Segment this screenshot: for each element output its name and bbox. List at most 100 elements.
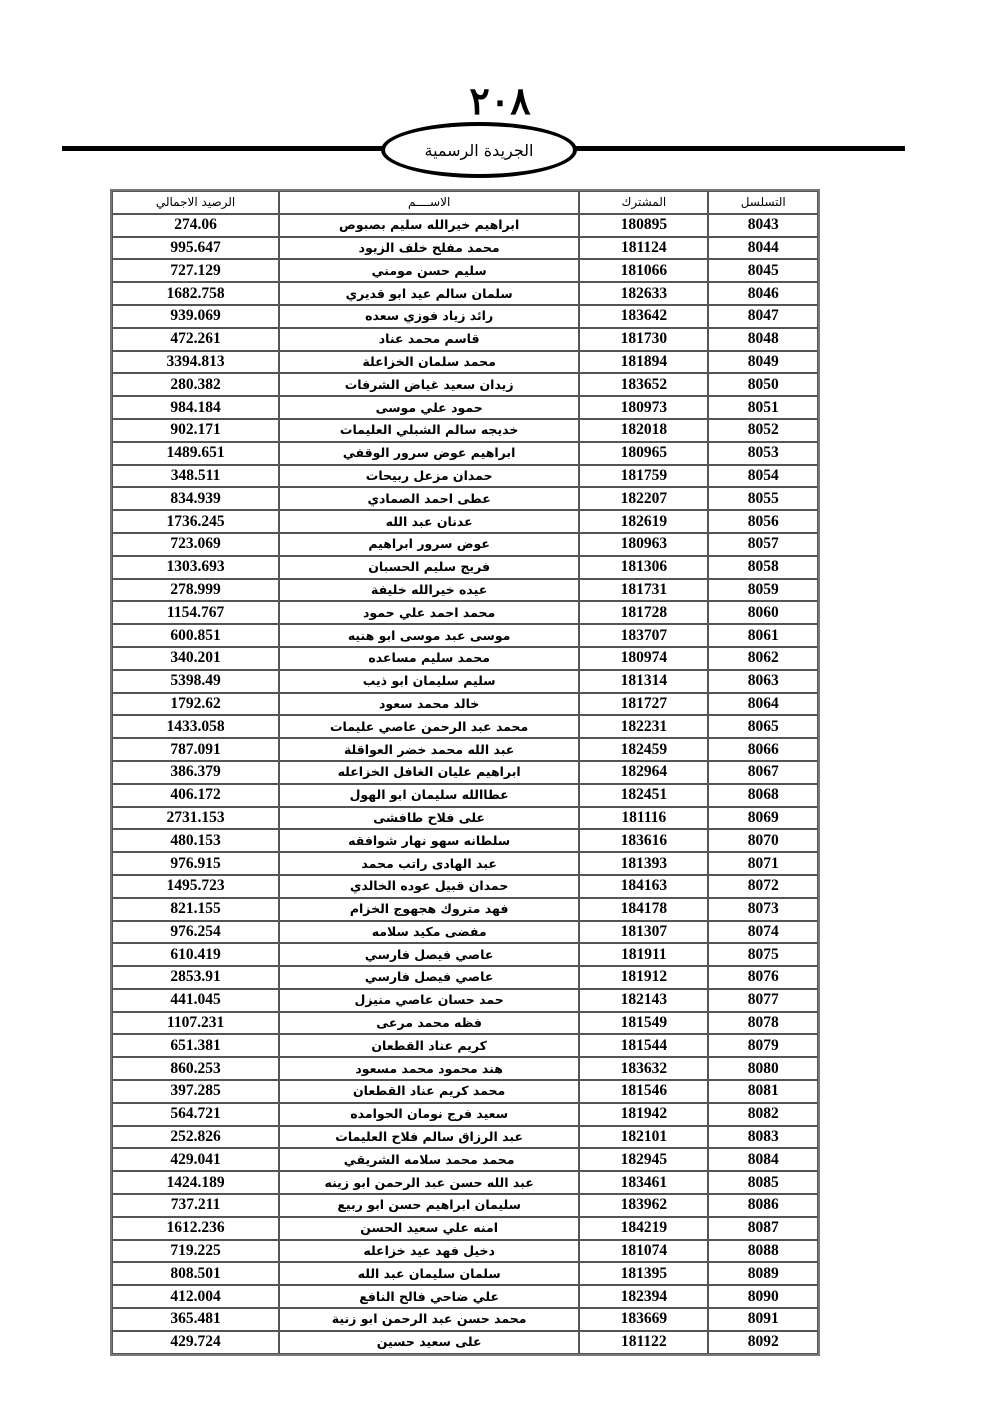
cell-balance: 976.254 bbox=[112, 920, 280, 944]
cell-name: امنه علي سعيد الحسن bbox=[279, 1216, 580, 1240]
table-row: 939.069 رائد زياد فوزي سعده 183642 8047 bbox=[112, 304, 818, 328]
cell-name: سلمان سليمان عبد الله bbox=[279, 1262, 580, 1286]
cell-balance: 274.06 bbox=[112, 213, 280, 237]
cell-balance: 1495.723 bbox=[112, 874, 280, 898]
cell-name: محمد احمد علي حمود bbox=[279, 601, 580, 625]
cell-subscriber: 183669 bbox=[579, 1308, 709, 1331]
cell-subscriber: 181307 bbox=[579, 920, 709, 944]
cell-name: عاصي فيصل فارسي bbox=[279, 966, 580, 989]
cell-balance: 429.041 bbox=[112, 1148, 280, 1172]
cell-serial: 8049 bbox=[708, 350, 818, 374]
table-row: 472.261 قاسم محمد عناد 181730 8048 bbox=[112, 327, 818, 351]
cell-serial: 8081 bbox=[708, 1080, 818, 1103]
cell-subscriber: 181894 bbox=[579, 350, 709, 374]
cell-serial: 8067 bbox=[708, 760, 818, 784]
cell-name: على سعيد حسين bbox=[279, 1330, 580, 1354]
header-rule-right bbox=[572, 146, 905, 151]
cell-subscriber: 181544 bbox=[579, 1034, 709, 1058]
cell-balance: 902.171 bbox=[112, 418, 280, 442]
cell-serial: 8092 bbox=[708, 1330, 818, 1354]
cell-balance: 564.721 bbox=[112, 1102, 280, 1126]
table-row: 1489.651 ابراهيم عوض سرور الوقفي 180965 805… bbox=[112, 441, 818, 465]
cell-name: محمد حسن عبد الرحمن ابو زنية bbox=[279, 1308, 580, 1331]
cell-balance: 719.225 bbox=[112, 1239, 280, 1263]
cell-serial: 8043 bbox=[708, 213, 818, 237]
table-row: 2853.91 عاصي فيصل فارسي 181912 8076 bbox=[112, 966, 818, 989]
cell-serial: 8075 bbox=[708, 943, 818, 967]
cell-subscriber: 182633 bbox=[579, 282, 709, 305]
cell-serial: 8082 bbox=[708, 1102, 818, 1126]
cell-subscriber: 181549 bbox=[579, 1011, 709, 1035]
table-row: 480.153 سلطانه سهو نهار شوافقه 183616 8070 bbox=[112, 829, 818, 853]
table-row: 278.999 عيده خيرالله خليفة 181731 8059 bbox=[112, 578, 818, 602]
cell-name: محمد مفلح خلف الزيود bbox=[279, 236, 580, 260]
table-row: 984.184 حمود علي موسى 180973 8051 bbox=[112, 396, 818, 419]
header-rule-left bbox=[62, 146, 387, 151]
cell-name: حمدان قبيل عوده الخالدي bbox=[279, 874, 580, 898]
table-row: 1682.758 سلمان سالم عيد ابو قديري 182633 80… bbox=[112, 282, 818, 305]
cell-name: فظه محمد مرعى bbox=[279, 1011, 580, 1035]
cell-serial: 8051 bbox=[708, 396, 818, 419]
table-row: 1154.767 محمد احمد علي حمود 181728 8060 bbox=[112, 601, 818, 625]
cell-serial: 8048 bbox=[708, 327, 818, 351]
cell-serial: 8062 bbox=[708, 646, 818, 670]
cell-balance: 1303.693 bbox=[112, 555, 280, 579]
publication-title: الجريدة الرسمية bbox=[424, 140, 534, 160]
cell-name: ابراهيم عليان الغافل الخزاعله bbox=[279, 760, 580, 784]
cell-balance: 1792.62 bbox=[112, 692, 280, 716]
cell-name: عبد الله محمد خضر العواقلة bbox=[279, 738, 580, 761]
cell-name: عوض سرور ابراهيم bbox=[279, 532, 580, 556]
publication-title-oval: الجريدة الرسمية bbox=[381, 122, 577, 178]
cell-serial: 8083 bbox=[708, 1125, 818, 1149]
cell-serial: 8077 bbox=[708, 988, 818, 1012]
cell-balance: 723.069 bbox=[112, 532, 280, 556]
cell-subscriber: 183616 bbox=[579, 829, 709, 853]
table-row: 1424.189 عبد الله حسن عبد الرحمن ابو زينه… bbox=[112, 1171, 818, 1195]
table-row: 834.939 عطى احمد الصمادي 182207 8055 bbox=[112, 487, 818, 511]
cell-name: سليم سليمان ابو ذيب bbox=[279, 669, 580, 693]
cell-name: محمد محمد سلامه الشريقي bbox=[279, 1148, 580, 1172]
cell-balance: 365.481 bbox=[112, 1308, 280, 1331]
cell-subscriber: 181116 bbox=[579, 806, 709, 830]
cell-serial: 8071 bbox=[708, 852, 818, 875]
cell-serial: 8072 bbox=[708, 874, 818, 898]
cell-subscriber: 184219 bbox=[579, 1216, 709, 1240]
table-row: 340.201 محمد سليم مساعده 180974 8062 bbox=[112, 646, 818, 670]
cell-subscriber: 181546 bbox=[579, 1080, 709, 1103]
cell-serial: 8076 bbox=[708, 966, 818, 989]
cell-subscriber: 182945 bbox=[579, 1148, 709, 1172]
table-row: 610.419 عاصي فيصل فارسي 181911 8075 bbox=[112, 943, 818, 967]
cell-subscriber: 182018 bbox=[579, 418, 709, 442]
cell-balance: 651.381 bbox=[112, 1034, 280, 1058]
cell-subscriber: 180963 bbox=[579, 532, 709, 556]
cell-name: سليمان ابراهيم حسن ابو ربيع bbox=[279, 1194, 580, 1217]
cell-serial: 8090 bbox=[708, 1285, 818, 1309]
cell-subscriber: 183461 bbox=[579, 1171, 709, 1195]
cell-subscriber: 181730 bbox=[579, 327, 709, 351]
cell-subscriber: 181306 bbox=[579, 555, 709, 579]
table-row: 719.225 دخيل فهد عيد خزاعله 181074 8088 bbox=[112, 1239, 818, 1263]
table-row: 737.211 سليمان ابراهيم حسن ابو ربيع 183962… bbox=[112, 1194, 818, 1217]
cell-subscriber: 182619 bbox=[579, 510, 709, 533]
cell-balance: 397.285 bbox=[112, 1080, 280, 1103]
cell-name: رائد زياد فوزي سعده bbox=[279, 304, 580, 328]
cell-serial: 8087 bbox=[708, 1216, 818, 1240]
table-row: 860.253 هند محمود محمد مسعود 183632 8080 bbox=[112, 1057, 818, 1081]
cell-name: مفضى مكيد سلامه bbox=[279, 920, 580, 944]
table-row: 976.915 عبد الهادى راتب محمد 181393 8071 bbox=[112, 852, 818, 875]
cell-name: عبد الله حسن عبد الرحمن ابو زينه bbox=[279, 1171, 580, 1195]
column-header-serial: التسلسل bbox=[708, 191, 818, 214]
cell-balance: 1424.189 bbox=[112, 1171, 280, 1195]
cell-balance: 348.511 bbox=[112, 464, 280, 488]
cell-balance: 860.253 bbox=[112, 1057, 280, 1081]
cell-balance: 939.069 bbox=[112, 304, 280, 328]
cell-serial: 8070 bbox=[708, 829, 818, 853]
table-row: 3394.813 محمد سلمان الخزاعلة 181894 8049 bbox=[112, 350, 818, 374]
cell-balance: 1489.651 bbox=[112, 441, 280, 465]
table-row: 412.004 علي ضاحي فالح النافع 182394 8090 bbox=[112, 1285, 818, 1309]
cell-name: كريم عناد القطعان bbox=[279, 1034, 580, 1058]
cell-serial: 8079 bbox=[708, 1034, 818, 1058]
cell-balance: 976.915 bbox=[112, 852, 280, 875]
cell-name: عطاالله سليمان ابو الهول bbox=[279, 783, 580, 807]
cell-balance: 737.211 bbox=[112, 1194, 280, 1217]
